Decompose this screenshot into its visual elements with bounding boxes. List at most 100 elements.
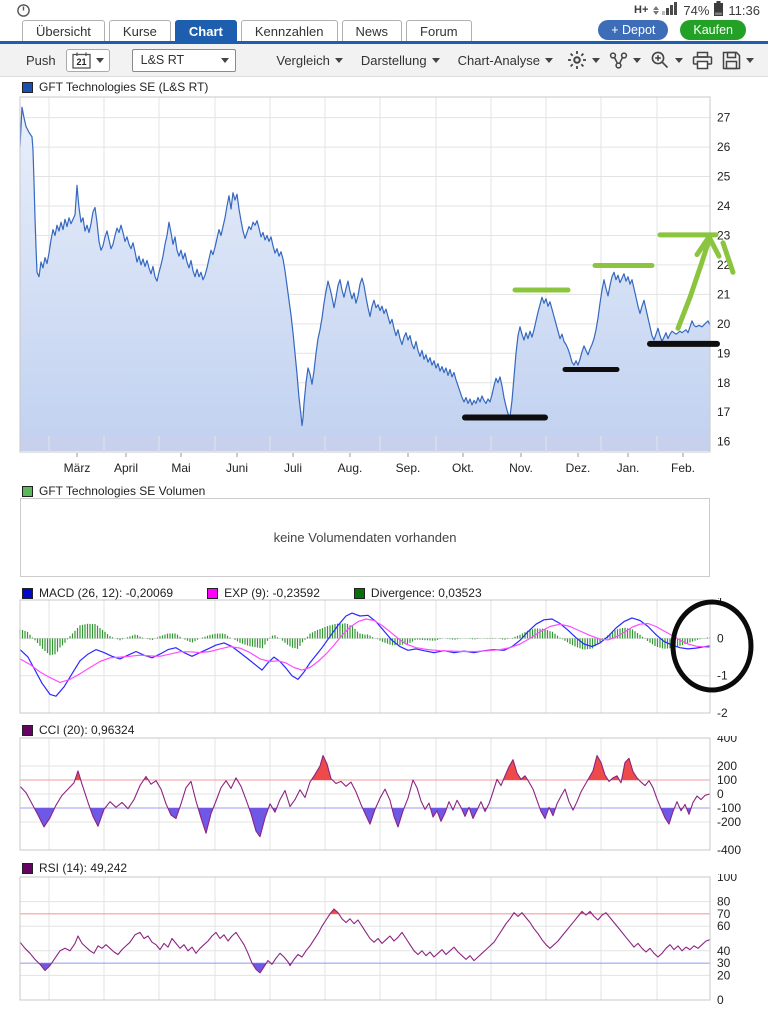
volume-legend-label: GFT Technologies SE Volumen: [39, 484, 206, 498]
active-tab-underline: [0, 41, 768, 44]
data-activity-icon: [653, 5, 660, 15]
print-button[interactable]: [692, 51, 713, 70]
chart-macd[interactable]: 10-1-2: [0, 598, 768, 720]
macd-legend: MACD (26, 12): -0,20069 EXP (9): -0,2359…: [22, 586, 482, 600]
rsi-legend-label: RSI (14): 49,242: [39, 861, 128, 875]
kaufen-button[interactable]: Kaufen: [680, 20, 746, 40]
zoom-in-icon: [651, 51, 669, 69]
chevron-down-icon: [221, 57, 230, 63]
tab-forum[interactable]: Forum: [406, 20, 472, 41]
printer-icon: [692, 51, 713, 69]
svg-text:-400: -400: [717, 843, 741, 856]
svg-text:Dez.: Dez.: [566, 461, 591, 475]
chevron-down-icon: [675, 57, 683, 63]
tab-kurse[interactable]: Kurse: [108, 20, 171, 41]
price-legend-label: GFT Technologies SE (L&S RT): [39, 80, 209, 94]
legend-swatch: [353, 587, 365, 599]
menu-chart-analyse[interactable]: Chart-Analyse: [454, 53, 557, 68]
tab-chart[interactable]: Chart: [174, 20, 237, 41]
divergence-legend-label: Divergence: 0,03523: [370, 586, 482, 600]
svg-text:0: 0: [717, 993, 724, 1006]
chevron-down-icon: [592, 57, 600, 63]
svg-text:200: 200: [717, 759, 737, 773]
zoom-button[interactable]: [650, 50, 683, 70]
svg-text:40: 40: [717, 944, 731, 958]
svg-text:April: April: [114, 461, 138, 475]
svg-text:17: 17: [717, 405, 731, 419]
chevron-down-icon: [633, 57, 641, 63]
calendar-button[interactable]: 21: [65, 48, 110, 72]
instrument-select[interactable]: L&S RT: [131, 48, 237, 72]
svg-text:März: März: [64, 461, 91, 475]
status-bar: H+ 74% 11:36: [0, 0, 768, 20]
svg-text:Feb.: Feb.: [671, 461, 695, 475]
svg-text:Jan.: Jan.: [617, 461, 640, 475]
chevron-down-icon: [95, 57, 104, 63]
svg-text:30: 30: [717, 956, 731, 970]
notification-icon: [0, 3, 31, 18]
svg-text:100: 100: [717, 874, 737, 884]
network-type-indicator: H+: [634, 4, 649, 16]
save-button[interactable]: [722, 51, 754, 70]
chevron-down-icon: [431, 57, 440, 63]
price-legend: GFT Technologies SE (L&S RT): [22, 80, 208, 94]
volume-legend: GFT Technologies SE Volumen: [22, 484, 205, 498]
svg-text:-1: -1: [717, 669, 728, 683]
svg-text:23: 23: [717, 228, 731, 242]
tab-bar: Übersicht Kurse Chart Kennzahlen News Fo…: [0, 20, 768, 41]
svg-text:Juni: Juni: [226, 461, 248, 475]
gear-icon: [568, 51, 586, 69]
svg-text:0: 0: [717, 631, 724, 645]
svg-text:-2: -2: [717, 706, 728, 720]
svg-text:19: 19: [717, 346, 731, 360]
legend-swatch: [22, 724, 33, 736]
indicators-button[interactable]: [609, 51, 641, 70]
svg-text:100: 100: [717, 773, 737, 787]
svg-text:Juli: Juli: [284, 461, 302, 475]
svg-text:60: 60: [717, 919, 731, 933]
svg-text:20: 20: [717, 968, 731, 982]
calendar-icon: 21: [71, 52, 91, 69]
svg-text:-100: -100: [717, 801, 741, 815]
volume-empty-box: keine Volumendaten vorhanden: [20, 498, 710, 577]
chart-toolbar: Push 21 L&S RT Vergleich Darstellung Cha…: [0, 44, 768, 77]
legend-swatch: [22, 862, 33, 874]
svg-text:21: 21: [76, 57, 86, 67]
menu-darstellung[interactable]: Darstellung: [357, 53, 444, 68]
svg-text:26: 26: [717, 140, 731, 154]
chevron-down-icon: [746, 57, 754, 63]
legend-swatch: [207, 587, 219, 599]
svg-text:Nov.: Nov.: [509, 461, 533, 475]
svg-text:16: 16: [717, 435, 731, 449]
svg-text:Okt.: Okt.: [452, 461, 474, 475]
settings-button[interactable]: [567, 50, 600, 70]
add-depot-button[interactable]: + Depot: [598, 20, 669, 40]
svg-text:Mai: Mai: [171, 461, 190, 475]
exp-legend-label: EXP (9): -0,23592: [224, 586, 320, 600]
svg-text:27: 27: [717, 111, 731, 125]
svg-text:21: 21: [717, 287, 731, 301]
no-volume-message: keine Volumendaten vorhanden: [273, 530, 457, 545]
tab-kennzahlen[interactable]: Kennzahlen: [240, 20, 338, 41]
instrument-select-value: L&S RT: [140, 53, 185, 67]
save-icon: [722, 51, 741, 69]
rsi-legend: RSI (14): 49,242: [22, 861, 127, 875]
menu-vergleich[interactable]: Vergleich: [272, 53, 346, 68]
svg-text:18: 18: [717, 376, 731, 390]
svg-text:80: 80: [717, 895, 731, 909]
svg-text:-200: -200: [717, 815, 741, 829]
tab-news[interactable]: News: [341, 20, 403, 41]
clock: 11:36: [728, 2, 760, 18]
tab-uebersicht[interactable]: Übersicht: [22, 20, 105, 41]
battery-percent: 74%: [683, 2, 710, 18]
signal-strength-icon: [662, 2, 678, 18]
svg-text:70: 70: [717, 907, 731, 921]
svg-text:Aug.: Aug.: [338, 461, 363, 475]
chevron-down-icon: [334, 57, 343, 63]
push-toggle[interactable]: Push: [26, 52, 56, 68]
svg-text:20: 20: [717, 317, 731, 331]
legend-swatch: [22, 81, 33, 93]
